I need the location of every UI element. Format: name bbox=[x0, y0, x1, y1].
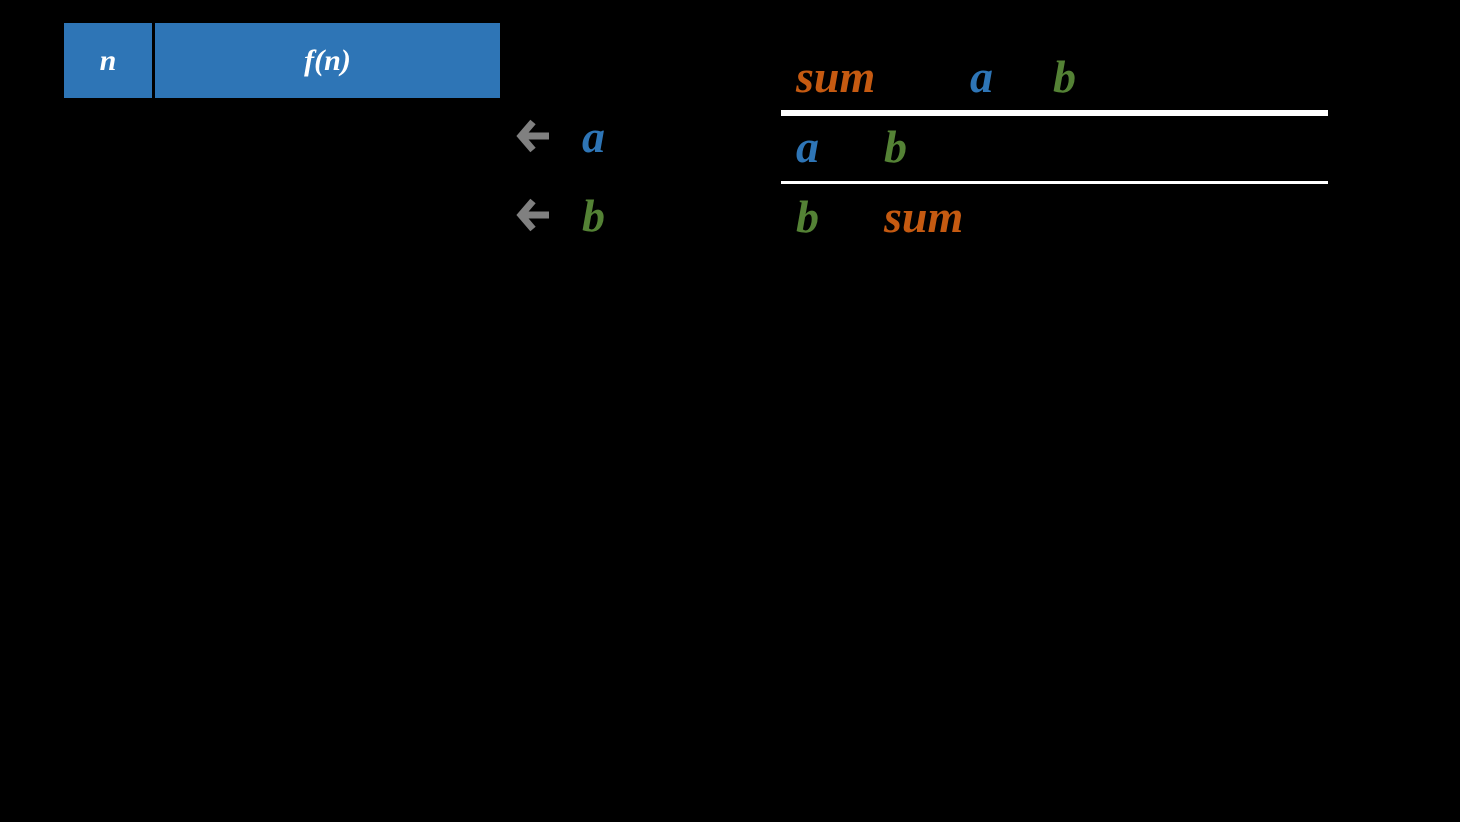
row1-sum: sum bbox=[796, 51, 876, 102]
divider-thick bbox=[781, 110, 1328, 116]
assign-b: b bbox=[582, 190, 605, 241]
row3-b: b bbox=[796, 191, 819, 242]
assign-a: a bbox=[582, 111, 605, 162]
row2-b: b bbox=[884, 121, 907, 172]
header-cell-n: n bbox=[64, 23, 152, 98]
row2-a: a bbox=[796, 121, 819, 172]
header-n-label: n bbox=[99, 43, 117, 77]
arrow-left-icon bbox=[516, 119, 549, 153]
divider-thin bbox=[781, 181, 1328, 184]
arrow-left-icon bbox=[516, 198, 549, 232]
header-fn-label: f(n) bbox=[304, 43, 351, 77]
row1-a: a bbox=[970, 51, 993, 102]
row3-sum: sum bbox=[884, 191, 964, 242]
header-cell-fn: f(n) bbox=[155, 23, 500, 98]
row1-b: b bbox=[1053, 51, 1076, 102]
